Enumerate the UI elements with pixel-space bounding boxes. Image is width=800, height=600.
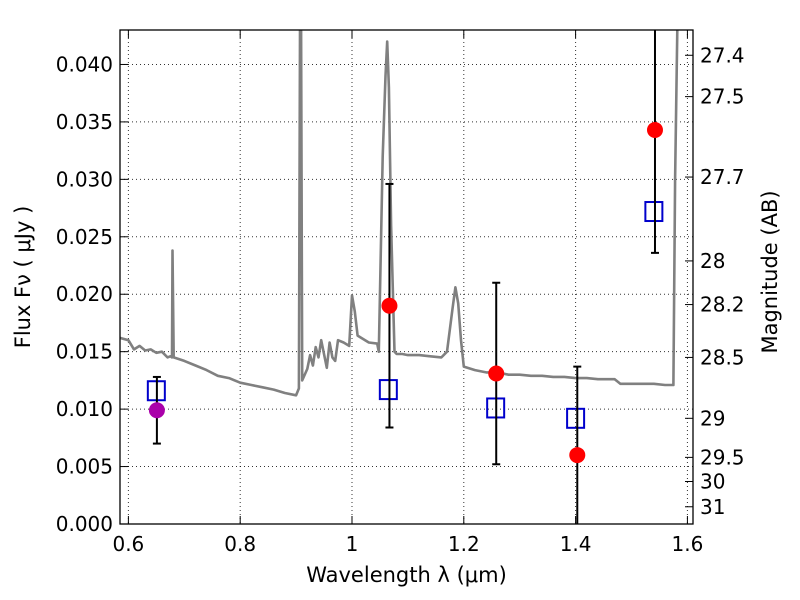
model-photometry-square — [644, 201, 664, 223]
plot-frame — [119, 29, 694, 525]
mag-tick-label: 27.7 — [700, 165, 745, 189]
y-tick-label: 0.020 — [56, 282, 113, 306]
mag-tick-label: 29 — [700, 406, 725, 430]
axis-ticks: 0.6 0.8 1 1.2 1.4 1.6 0.000 0.005 0.010 0.015 0.02… — [56, 30, 745, 556]
observed-point — [381, 297, 398, 314]
mag-tick-label: 28.5 — [700, 345, 745, 369]
x-tick-label: 0.8 — [224, 532, 256, 556]
observed-point — [148, 402, 165, 419]
observed-point — [646, 121, 663, 138]
model-spectrum-line — [120, 30, 679, 397]
y-axis-label: Flux Fν ( μJy ) — [11, 206, 35, 349]
y-tick-label: 0.030 — [56, 167, 113, 191]
model-photometry-square — [378, 379, 398, 401]
data-series — [120, 30, 679, 524]
mag-tick-label: 28.2 — [700, 293, 745, 317]
y2-axis-label: Magnitude (AB) — [758, 190, 782, 353]
y-tick-label: 0.035 — [56, 110, 113, 134]
x-tick-label: 1 — [346, 532, 359, 556]
y-tick-label: 0.015 — [56, 340, 113, 364]
x-tick-label: 1.4 — [560, 532, 592, 556]
observed-point — [569, 447, 586, 464]
y-tick-label: 0.000 — [56, 512, 113, 536]
y-tick-label: 0.025 — [56, 225, 113, 249]
grid-lines — [120, 30, 693, 525]
mag-tick-label: 27.4 — [700, 43, 745, 67]
mag-tick-label: 29.5 — [700, 445, 745, 469]
x-tick-label: 1.2 — [448, 532, 480, 556]
mag-tick-label: 30 — [700, 469, 725, 493]
x-tick-label: 1.6 — [672, 532, 704, 556]
y-tick-label: 0.005 — [56, 455, 113, 479]
x-tick-label: 0.6 — [112, 532, 144, 556]
observed-point — [488, 365, 505, 382]
mag-tick-label: 27.5 — [700, 85, 745, 109]
mag-tick-label: 28 — [700, 249, 725, 273]
model-photometry-square — [566, 407, 586, 429]
mag-tick-label: 31 — [700, 495, 725, 519]
y-tick-label: 0.010 — [56, 397, 113, 421]
y-tick-label: 0.040 — [56, 52, 113, 76]
x-axis-label: Wavelength λ (μm) — [306, 563, 507, 587]
